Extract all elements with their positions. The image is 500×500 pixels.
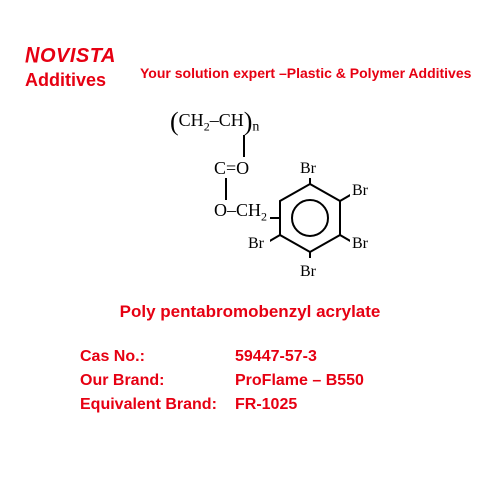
company-name-rest: OVISTA [40, 45, 116, 67]
backbone-formula: (CH2–CH)n [170, 110, 259, 136]
chemical-name: Poly pentabromobenzyl acrylate [0, 302, 500, 322]
equiv-value: FR-1025 [235, 393, 297, 417]
repeat-subscript: n [252, 120, 259, 135]
bond-line [225, 178, 227, 200]
equiv-row: Equivalent Brand: FR-1025 [80, 393, 364, 417]
company-logo-text: NOVISTA [25, 45, 116, 68]
linker-group: O–CH2 [214, 200, 267, 225]
cas-label: Cas No.: [80, 345, 235, 369]
bond-line [243, 135, 245, 157]
chemical-structure-diagram: (CH2–CH)n C=O O–CH2 Br Br Br Br Br [140, 110, 390, 285]
product-details-block: Cas No.: 59447-57-3 Our Brand: ProFlame … [80, 345, 364, 417]
logo-subtitle: Additives [25, 70, 116, 91]
carbonyl-group: C=O [214, 158, 249, 179]
tagline-text: Your solution expert –Plastic & Polymer … [140, 65, 471, 81]
brand-value: ProFlame – B550 [235, 369, 364, 393]
cas-value: 59447-57-3 [235, 345, 317, 369]
substituent-br: Br [352, 182, 368, 200]
substituent-br: Br [300, 160, 316, 178]
substituent-br: Br [248, 235, 264, 253]
substituent-br: Br [300, 263, 316, 281]
substituent-br: Br [352, 235, 368, 253]
brand-row: Our Brand: ProFlame – B550 [80, 369, 364, 393]
brand-label: Our Brand: [80, 369, 235, 393]
cas-row: Cas No.: 59447-57-3 [80, 345, 364, 369]
company-logo-block: NOVISTA Additives [25, 45, 116, 91]
equiv-label: Equivalent Brand: [80, 393, 235, 417]
benzene-ring-icon [270, 178, 350, 258]
